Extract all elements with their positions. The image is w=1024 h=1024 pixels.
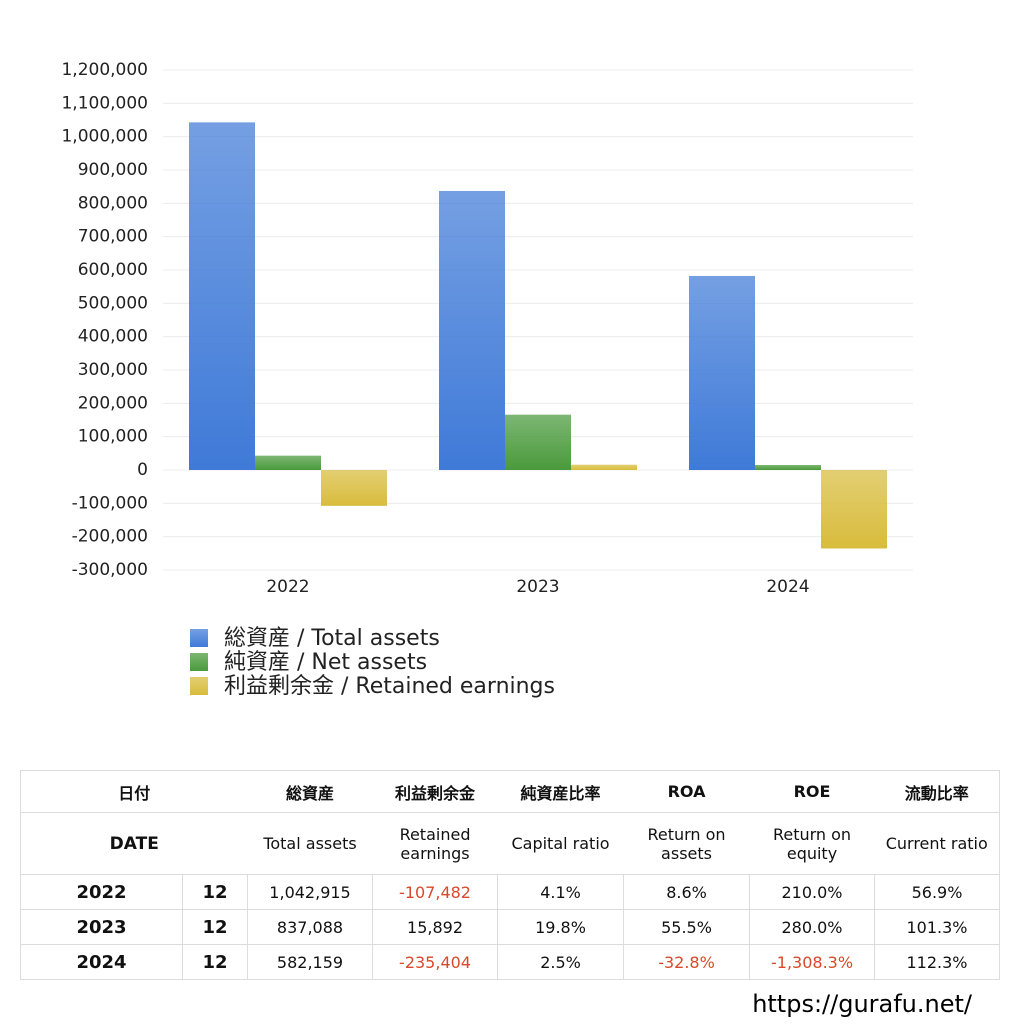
bar <box>321 470 387 506</box>
bar <box>505 414 571 470</box>
y-tick-label: 1,000,000 <box>61 127 148 147</box>
table-cell: 56.9% <box>874 874 1001 910</box>
table-cell: 流動比率 <box>874 770 1001 813</box>
table-cell: 15,892 <box>372 909 499 945</box>
y-tick-label: -200,000 <box>72 527 148 547</box>
bar <box>189 122 255 470</box>
table-cell: 19.8% <box>497 909 625 945</box>
table-cell: 12 <box>181 944 249 980</box>
y-tick-label: -300,000 <box>72 560 148 580</box>
x-tick-label: 2022 <box>266 577 309 597</box>
y-tick-label: 200,000 <box>78 393 148 413</box>
table-cell: 101.3% <box>874 909 1001 945</box>
table-cell: 2024 <box>20 944 183 980</box>
x-tick-label: 2023 <box>516 577 559 597</box>
legend-swatch <box>190 653 208 671</box>
table-cell: 837,088 <box>247 909 374 945</box>
bar <box>439 190 505 470</box>
table-cell: 55.5% <box>623 909 751 945</box>
bar <box>755 465 821 470</box>
bar <box>821 470 887 549</box>
table-row: 日付 総資産 利益剰余金 純資産比率 ROA ROE 流動比率 <box>19 770 1001 813</box>
y-tick-label: 600,000 <box>78 260 148 280</box>
table-cell: 210.0% <box>749 874 876 910</box>
bar <box>689 275 755 470</box>
bar <box>255 455 321 470</box>
y-tick-label: 1,100,000 <box>61 93 148 113</box>
table-cell: 8.6% <box>623 874 751 910</box>
y-tick-label: 100,000 <box>78 427 148 447</box>
y-tick-label: 0 <box>137 460 148 480</box>
bar <box>571 464 637 470</box>
table-cell: Capital ratio <box>497 812 624 875</box>
table-cell: 280.0% <box>749 909 876 945</box>
table-cell: 日付 <box>19 770 248 813</box>
table-cell: 2.5% <box>497 944 625 980</box>
table-cell: 2022 <box>20 874 183 910</box>
legend-label: 利益剰余金 / Retained earnings <box>224 674 555 699</box>
table-cell: 12 <box>181 874 249 910</box>
table-row: 2024 12 582,159 -235,404 2.5% -32.8% -1,308.3%… <box>20 944 1001 980</box>
y-tick-label: -100,000 <box>72 493 148 513</box>
table-cell: 4.1% <box>497 874 625 910</box>
table-cell: Total assets <box>247 812 373 875</box>
chart: -300,000 -200,000 -100,000 0 100,000 200,000 3… <box>61 60 913 699</box>
table-cell: 582,159 <box>247 944 374 980</box>
table-row: 2023 12 837,088 15,892 19.8% 55.5% 280.0% 101.3… <box>20 909 1001 945</box>
table-cell: Retained earnings <box>372 812 498 875</box>
legend-label: 純資産 / Net assets <box>224 650 427 675</box>
table-cell: ROA <box>623 770 750 813</box>
table-cell: DATE <box>19 812 248 875</box>
y-tick-label: 900,000 <box>78 160 148 180</box>
y-tick-label: 800,000 <box>78 193 148 213</box>
table-cell: -107,482 <box>372 874 499 910</box>
legend-label: 総資産 / Total assets <box>224 626 440 651</box>
table-cell: 112.3% <box>874 944 1001 980</box>
y-tick-label: 500,000 <box>78 293 148 313</box>
table-cell: 総資産 <box>247 770 373 813</box>
table-cell: Current ratio <box>874 812 1001 875</box>
data-table: 日付 総資産 利益剰余金 純資産比率 ROA ROE 流動比率 DATE Total asset… <box>19 770 1001 980</box>
table-cell: 純資産比率 <box>497 770 624 813</box>
table-cell: 2023 <box>20 909 183 945</box>
table-cell: -235,404 <box>372 944 499 980</box>
legend-swatch <box>190 677 208 695</box>
table-row: DATE Total assets Retained earnings Capital… <box>19 812 1001 875</box>
y-tick-label: 300,000 <box>78 360 148 380</box>
table-cell: ROE <box>749 770 875 813</box>
table-cell: 12 <box>181 909 249 945</box>
table-row: 2022 12 1,042,915 -107,482 4.1% 8.6% 210.0% 56.… <box>20 874 1001 910</box>
table-cell: -32.8% <box>623 944 751 980</box>
table-cell: Return on equity <box>749 812 875 875</box>
x-tick-label: 2024 <box>766 577 809 597</box>
table-cell: 1,042,915 <box>247 874 374 910</box>
y-tick-label: 700,000 <box>78 227 148 247</box>
footer-url: https://gurafu.net/ <box>752 990 972 1018</box>
y-tick-label: 1,200,000 <box>61 60 148 80</box>
y-tick-label: 400,000 <box>78 327 148 347</box>
table-cell: 利益剰余金 <box>372 770 498 813</box>
table-cell: -1,308.3% <box>749 944 876 980</box>
table-cell: Return on assets <box>623 812 750 875</box>
legend-swatch <box>190 629 208 647</box>
